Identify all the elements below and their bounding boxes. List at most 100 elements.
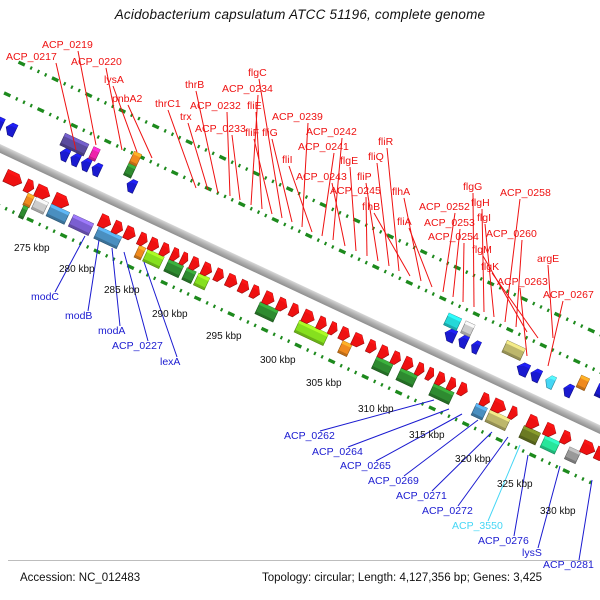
gene-glyph[interactable] [445,376,459,392]
gene-glyph[interactable] [199,261,215,278]
gene-glyph[interactable] [142,248,165,270]
gene-glyph[interactable] [337,340,353,358]
gene-label-flge[interactable]: flgE [340,155,359,167]
gene-glyph[interactable] [501,339,526,361]
gene-glyph[interactable] [433,371,448,388]
gene-label-acp_0227[interactable]: ACP_0227 [112,340,163,352]
gene-glyph[interactable] [469,339,482,355]
gene-label-acp_0239[interactable]: ACP_0239 [272,111,323,123]
gene-glyph[interactable] [456,381,470,398]
gene-label-acp_0265[interactable]: ACP_0265 [340,460,391,472]
gene-label-acp_0269[interactable]: ACP_0269 [368,475,419,487]
gene-label-arge[interactable]: argE [537,253,560,265]
gene-label-moda[interactable]: modA [98,325,126,337]
gene-label-acp_0241[interactable]: ACP_0241 [298,141,349,153]
gene-glyph[interactable] [293,319,329,347]
gene-glyph[interactable] [124,178,139,194]
gene-glyph[interactable] [376,344,392,361]
gene-glyph[interactable] [261,290,276,307]
gene-label-acp_0219[interactable]: ACP_0219 [42,39,93,51]
gene-label-acp_0271[interactable]: ACP_0271 [396,490,447,502]
gene-glyph[interactable] [337,325,353,342]
gene-glyph[interactable] [158,242,173,258]
gene-label-acp_3550[interactable]: ACP_3550 [452,520,503,532]
gene-label-fliq[interactable]: fliQ [368,151,384,163]
gene-glyph[interactable] [364,338,379,355]
gene-glyph[interactable] [400,355,416,372]
gene-glyph[interactable] [223,272,239,289]
gene-glyph[interactable] [3,121,19,138]
gene-glyph[interactable] [187,255,202,272]
gene-glyph[interactable] [326,321,340,336]
gene-glyph[interactable] [287,302,302,319]
gene-label-flgi[interactable]: flgI [477,212,492,224]
gene-glyph[interactable] [300,308,317,326]
gene-glyph[interactable] [593,383,600,402]
gene-glyph[interactable] [68,151,83,168]
gene-label-acp_0262[interactable]: ACP_0262 [284,430,335,442]
gene-label-flgc[interactable]: flgC [248,67,267,79]
gene-glyph[interactable] [96,213,113,231]
gene-glyph[interactable] [88,146,101,162]
gene-glyph[interactable] [181,267,197,285]
gene-label-modb[interactable]: modB [65,310,93,322]
gene-glyph[interactable] [248,284,263,301]
gene-glyph[interactable] [110,219,126,236]
gene-glyph[interactable] [395,367,419,388]
gene-glyph[interactable] [274,296,290,313]
gene-glyph[interactable] [563,446,582,465]
gene-label-flgh[interactable]: flgH [471,197,490,209]
gene-glyph[interactable] [89,161,104,178]
gene-glyph[interactable] [123,162,137,179]
gene-glyph[interactable] [371,356,394,377]
gene-glyph[interactable] [51,191,72,211]
gene-glyph[interactable] [484,409,511,432]
gene-label-flip[interactable]: fliP [357,171,372,183]
gene-label-acp_0260[interactable]: ACP_0260 [486,228,537,240]
gene-label-acp_0243[interactable]: ACP_0243 [296,171,347,183]
gene-glyph[interactable] [541,421,558,439]
gene-label-acp_0233[interactable]: ACP_0233 [195,123,246,135]
gene-glyph[interactable] [192,272,211,291]
gene-label-acp_0232[interactable]: ACP_0232 [190,100,241,112]
gene-label-acp_0252[interactable]: ACP_0252 [419,201,470,213]
gene-glyph[interactable] [460,320,476,338]
gene-glyph[interactable] [30,196,49,215]
gene-label-flha[interactable]: flhA [392,186,411,198]
gene-label-acp_0264[interactable]: ACP_0264 [312,446,363,458]
gene-label-acp_0234[interactable]: ACP_0234 [222,83,273,95]
gene-glyph[interactable] [178,251,191,267]
gene-glyph[interactable] [93,226,123,250]
gene-glyph[interactable] [456,333,471,350]
gene-glyph[interactable] [528,367,544,384]
gene-glyph[interactable] [478,392,493,408]
gene-label-flig[interactable]: fliG [262,127,278,139]
gene-label-pnba2[interactable]: pnbA2 [112,93,143,105]
gene-label-acp_0267[interactable]: ACP_0267 [543,289,594,301]
gene-glyph[interactable] [135,231,150,248]
gene-label-acp_0258[interactable]: ACP_0258 [500,187,551,199]
gene-label-acp_0220[interactable]: ACP_0220 [71,56,122,68]
gene-label-flir[interactable]: fliR [378,136,394,148]
gene-label-thrb[interactable]: thrB [185,79,205,91]
gene-label-flhb[interactable]: flhB [362,201,381,213]
gene-glyph[interactable] [514,361,532,378]
gene-glyph[interactable] [67,214,95,236]
gene-glyph[interactable] [45,203,71,225]
gene-glyph[interactable] [212,267,227,284]
gene-label-flia[interactable]: fliA [397,216,412,228]
gene-label-flii[interactable]: fliI [282,154,293,166]
gene-glyph[interactable] [518,425,541,446]
gene-glyph[interactable] [33,183,53,202]
gene-glyph[interactable] [236,278,252,295]
reverse-strand-genes[interactable] [0,115,600,409]
gene-label-lexa[interactable]: lexA [160,356,181,368]
gene-label-thrc1[interactable]: thrC1 [155,98,181,110]
gene-label-acp_0272[interactable]: ACP_0272 [422,505,473,517]
gene-label-acp_0263[interactable]: ACP_0263 [497,276,548,288]
gene-glyph[interactable] [254,301,279,323]
gene-glyph[interactable] [315,315,329,332]
gene-label-acp_0242[interactable]: ACP_0242 [306,126,357,138]
gene-label-modc[interactable]: modC [31,291,60,303]
